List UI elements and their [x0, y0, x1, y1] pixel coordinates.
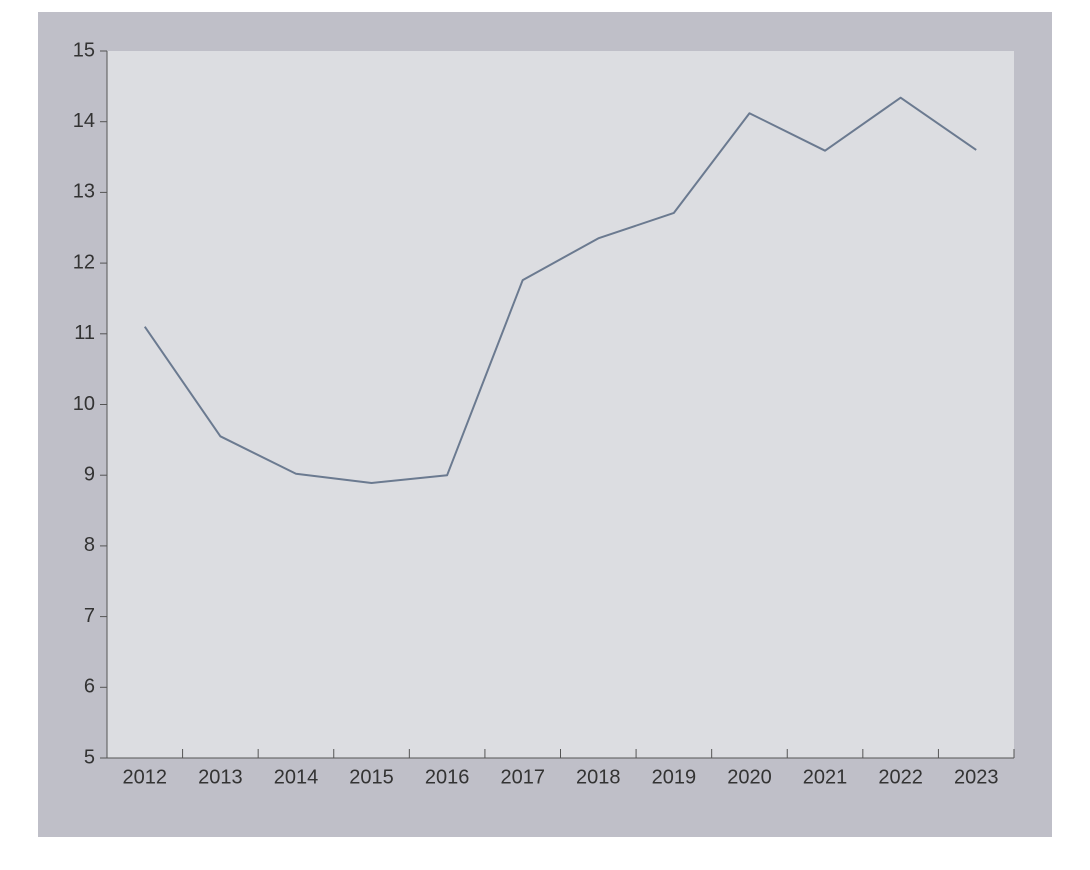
y-tick-label: 14: [73, 110, 95, 132]
y-tick-label: 10: [73, 393, 95, 415]
x-tick-label: 2020: [727, 766, 772, 788]
y-tick-label: 8: [84, 534, 95, 556]
x-tick-label: 2022: [878, 766, 923, 788]
y-tick-label: 9: [84, 463, 95, 485]
x-tick-label: 2017: [500, 766, 545, 788]
y-tick-label: 5: [84, 746, 95, 768]
x-tick-label: 2023: [954, 766, 999, 788]
x-tick-label: 2013: [198, 766, 243, 788]
y-tick-label: 13: [73, 181, 95, 203]
plot-area: [107, 51, 1014, 758]
x-tick-label: 2012: [123, 766, 168, 788]
x-tick-label: 2019: [652, 766, 697, 788]
y-tick-label: 12: [73, 251, 95, 273]
x-tick-label: 2021: [803, 766, 848, 788]
y-tick-label: 6: [84, 676, 95, 698]
y-tick-label: 15: [73, 39, 95, 61]
x-tick-label: 2015: [349, 766, 394, 788]
x-tick-label: 2014: [274, 766, 319, 788]
x-tick-label: 2016: [425, 766, 470, 788]
y-tick-label: 7: [84, 605, 95, 627]
data-line: [143, 96, 977, 484]
x-tick-label: 2018: [576, 766, 621, 788]
y-tick-label: 11: [74, 322, 95, 344]
